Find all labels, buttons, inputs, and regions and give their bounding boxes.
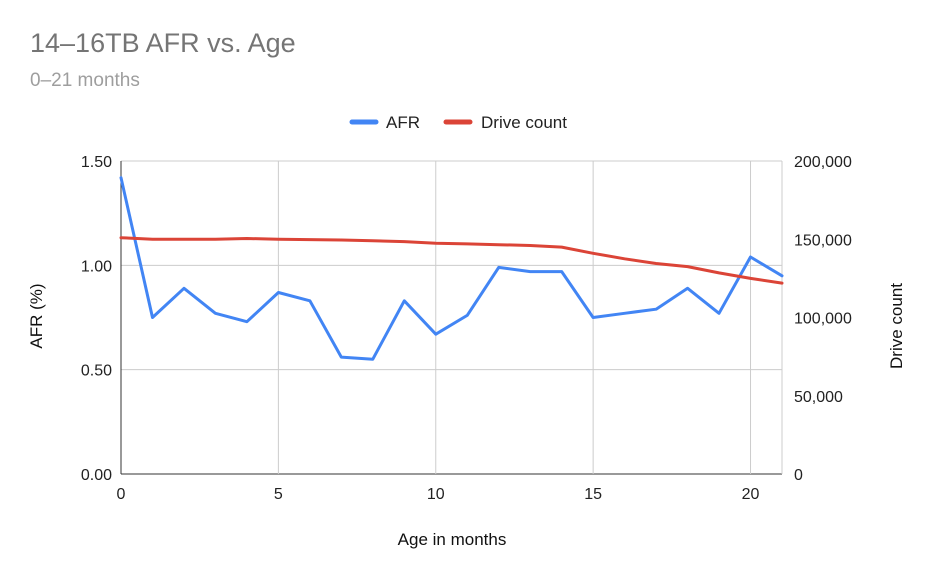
y-left-tick-label: 1.50: [81, 154, 112, 171]
x-tick-label: 5: [274, 486, 283, 503]
y-right-tick-label: 100,000: [794, 311, 852, 328]
x-tick-label: 20: [742, 486, 760, 503]
series-line-afr: [119, 176, 784, 361]
ticks: 0.000.501.001.50050,000100,000150,000200…: [81, 154, 852, 503]
y-right-tick-label: 200,000: [794, 154, 852, 171]
series-line-drive-count: [119, 236, 784, 285]
y-axis-left-title: AFR (%): [27, 283, 46, 348]
y-left-tick-label: 0.00: [81, 467, 112, 484]
legend-label: AFR: [386, 113, 420, 132]
y-axis-right-title: Drive count: [887, 283, 906, 369]
chart-subtitle: 0–21 months: [30, 70, 140, 91]
x-tick-label: 15: [584, 486, 602, 503]
x-axis-title: Age in months: [398, 530, 507, 549]
x-tick-label: 0: [117, 486, 126, 503]
y-left-tick-label: 0.50: [81, 363, 112, 380]
x-tick-label: 10: [427, 486, 445, 503]
series-layer: [119, 176, 784, 361]
legend-label: Drive count: [481, 113, 567, 132]
legend: AFR Drive count: [349, 113, 567, 132]
grid: [120, 160, 783, 475]
y-right-tick-label: 50,000: [794, 389, 843, 406]
chart-title: 14–16TB AFR vs. Age: [30, 28, 296, 58]
y-left-tick-label: 1.00: [81, 258, 112, 275]
y-right-tick-label: 0: [794, 467, 803, 484]
y-right-tick-label: 150,000: [794, 232, 852, 249]
